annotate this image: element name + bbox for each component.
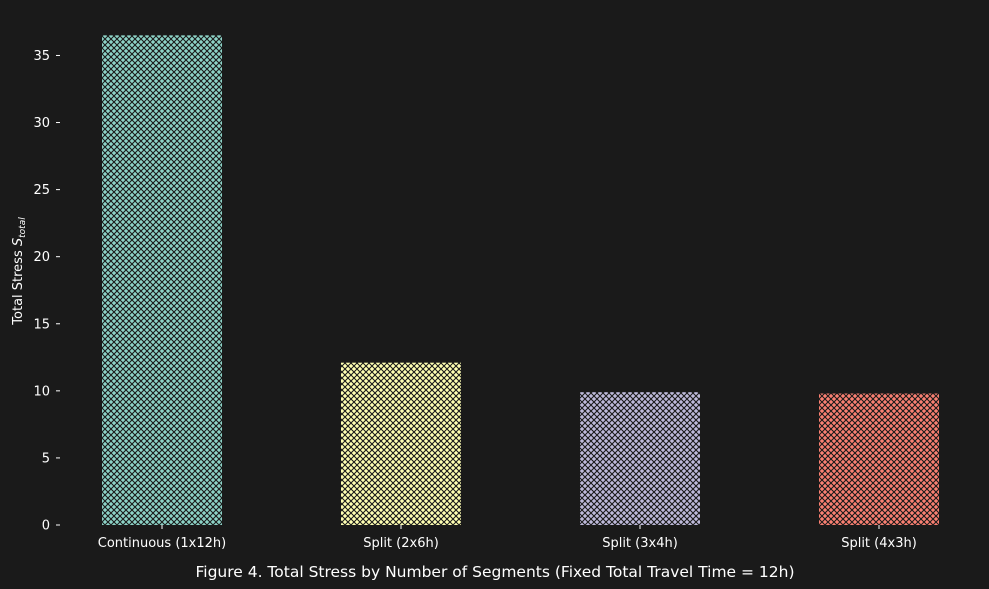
- x-axis: Continuous (1x12h) Split (2x6h) Split (3x4…: [98, 525, 917, 551]
- figure-caption: Figure 4. Total Stress by Number of Segm…: [195, 563, 794, 581]
- x-tick-label: Split (3x4h): [602, 536, 678, 551]
- y-tick-label: 15: [33, 317, 50, 332]
- y-tick-label: 20: [33, 250, 50, 265]
- y-tick-label: 5: [42, 451, 50, 466]
- bar-1: [102, 35, 222, 526]
- x-tick-label: Continuous (1x12h): [98, 536, 226, 551]
- bar-2: [341, 362, 461, 525]
- bars-layer: [102, 35, 939, 526]
- y-tick-label: 30: [33, 116, 50, 131]
- x-tick-label: Split (2x6h): [363, 536, 439, 551]
- y-tick-label: 10: [33, 384, 50, 399]
- y-tick-label: 25: [33, 183, 50, 198]
- y-tick-label: 35: [33, 49, 50, 64]
- y-axis: 0 5 10 15 20 25 30 35: [33, 49, 60, 534]
- bar-4: [819, 393, 939, 525]
- y-axis-label: Total Stress Stotal: [11, 217, 28, 326]
- bar-3: [580, 392, 700, 525]
- y-tick-label: 0: [42, 519, 50, 534]
- x-tick-label: Split (4x3h): [841, 536, 917, 551]
